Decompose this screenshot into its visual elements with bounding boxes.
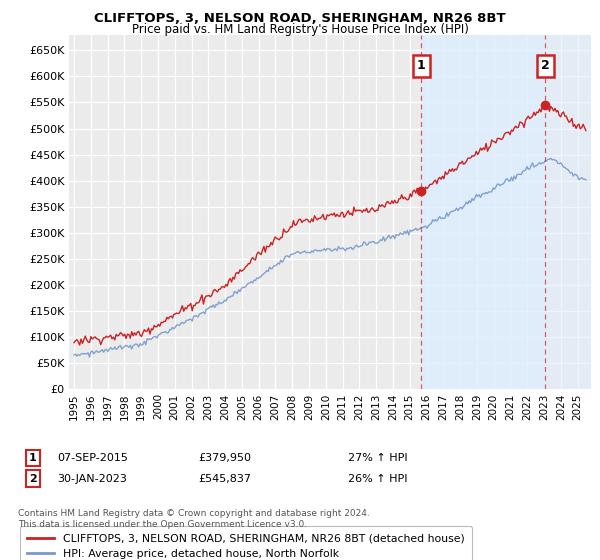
Text: £379,950: £379,950 [198,453,251,463]
Bar [545,35,591,389]
Text: This data is licensed under the Open Government Licence v3.0.: This data is licensed under the Open Gov… [18,520,307,529]
Text: 27% ↑ HPI: 27% ↑ HPI [348,453,407,463]
Text: 1: 1 [417,59,425,72]
Legend: CLIFFTOPS, 3, NELSON ROAD, SHERINGHAM, NR26 8BT (detached house), HPI: Average p: CLIFFTOPS, 3, NELSON ROAD, SHERINGHAM, N… [20,526,472,560]
Text: 2: 2 [29,474,37,484]
Text: 1: 1 [29,453,37,463]
Text: Price paid vs. HM Land Registry's House Price Index (HPI): Price paid vs. HM Land Registry's House … [131,23,469,36]
Text: 2: 2 [541,59,550,72]
Text: 26% ↑ HPI: 26% ↑ HPI [348,474,407,484]
Text: £545,837: £545,837 [198,474,251,484]
Text: Contains HM Land Registry data © Crown copyright and database right 2024.: Contains HM Land Registry data © Crown c… [18,509,370,518]
Text: 30-JAN-2023: 30-JAN-2023 [57,474,127,484]
Bar [421,35,545,389]
Text: 07-SEP-2015: 07-SEP-2015 [57,453,128,463]
Text: CLIFFTOPS, 3, NELSON ROAD, SHERINGHAM, NR26 8BT: CLIFFTOPS, 3, NELSON ROAD, SHERINGHAM, N… [94,12,506,25]
